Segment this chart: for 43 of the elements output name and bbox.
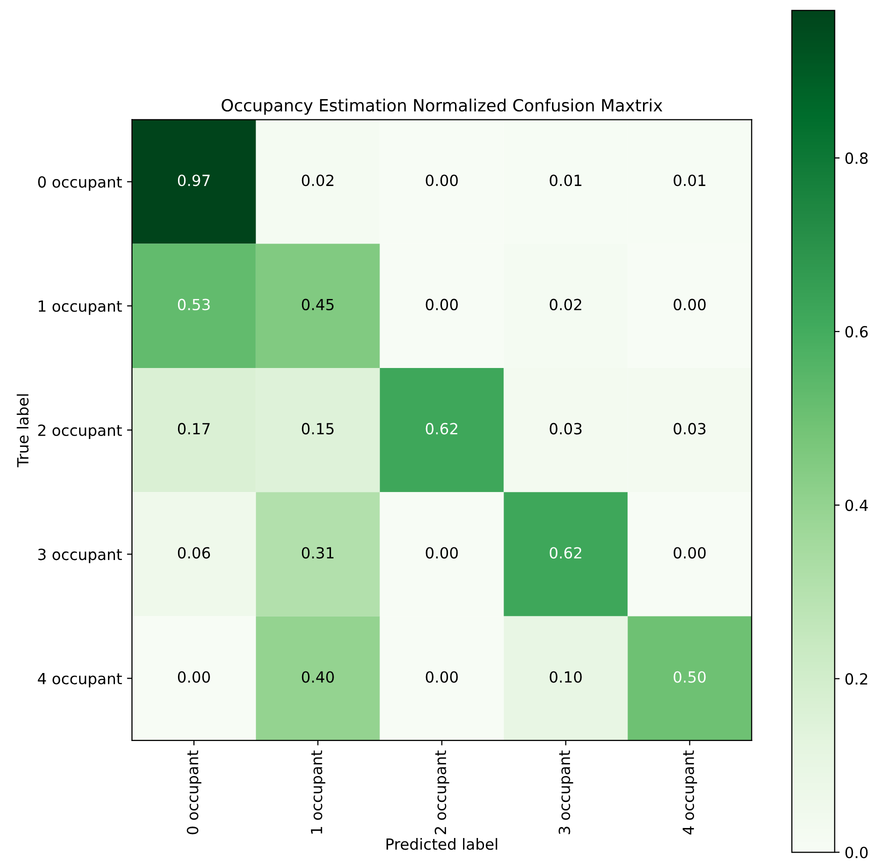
data-label: 0.00 — [674, 547, 706, 559]
x-axis-title: Predicted label — [386, 838, 498, 850]
y-tick-label: 0 occupant — [38, 176, 122, 191]
data-label: 0.02 — [302, 174, 334, 186]
y-tick-label: 1 occupant — [38, 300, 122, 315]
color-bar-label: 0.8 — [845, 152, 868, 164]
data-label: 0.10 — [550, 671, 582, 683]
data-label: 0.03 — [550, 422, 582, 434]
data-label: 0.31 — [302, 547, 334, 559]
color-bar-label: 0.0 — [845, 846, 868, 858]
y-tick-label: 3 occupant — [38, 548, 122, 564]
y-tick-label: 2 occupant — [38, 424, 122, 440]
data-label: 0.00 — [426, 298, 458, 310]
data-label: 0.62 — [550, 547, 582, 559]
x-tick-label: 2 occupant — [434, 750, 450, 834]
data-label: 0.15 — [302, 422, 334, 434]
data-label: 0.03 — [674, 422, 706, 434]
x-tick-label: 1 occupant — [310, 750, 326, 834]
y-tick-label: 4 occupant — [38, 673, 122, 688]
data-label: 0.01 — [550, 174, 582, 186]
color-bar-label: 0.2 — [845, 673, 868, 685]
data-label: 0.02 — [550, 298, 582, 310]
color-bar-label: 0.4 — [845, 500, 868, 512]
data-label: 0.01 — [674, 174, 706, 186]
data-label: 0.50 — [674, 671, 706, 683]
data-label: 0.00 — [426, 174, 458, 186]
data-label: 0.00 — [426, 547, 458, 559]
y-axis-title: True label — [16, 394, 29, 468]
data-label: 0.00 — [426, 671, 458, 683]
data-label: 0.06 — [178, 547, 210, 559]
data-label: 0.45 — [302, 298, 334, 310]
x-tick-label: 4 occupant — [682, 750, 698, 835]
x-tick-label: 3 occupant — [558, 750, 574, 834]
data-label: 0.62 — [426, 422, 458, 434]
data-label: 0.53 — [178, 298, 210, 310]
chart-title: Occupancy Estimation Normalized Confusion Maxtrix — [222, 98, 662, 115]
data-label: 0.00 — [674, 298, 706, 310]
data-label: 0.97 — [178, 174, 210, 186]
x-tick-label: 0 occupant — [186, 750, 202, 834]
color-bar-label: 0.6 — [845, 326, 868, 338]
data-label: 0.00 — [178, 671, 210, 683]
data-label: 0.40 — [302, 671, 334, 683]
data-label: 0.17 — [178, 422, 210, 434]
